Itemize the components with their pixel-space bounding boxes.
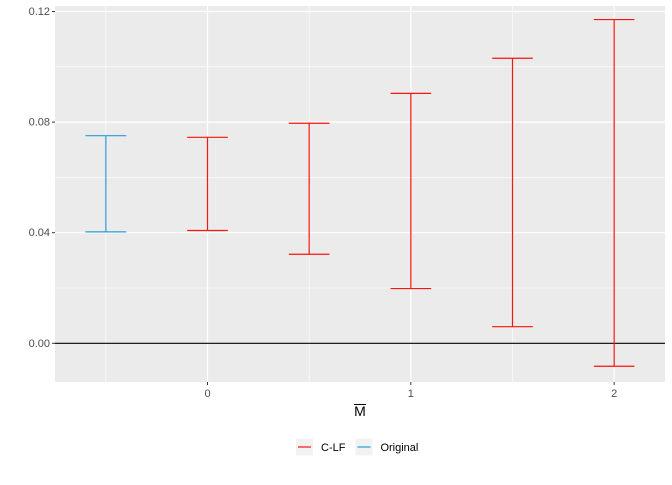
errorbar-original	[85, 135, 127, 233]
errorbar-c-lf	[593, 18, 635, 367]
y-tick-label: 0.08	[29, 117, 50, 129]
y-axis: 0.00 0.04 0.08 0.12	[29, 6, 55, 350]
x-tick-label: 2	[611, 388, 617, 400]
x-axis-title: M	[354, 403, 366, 419]
errorbar-c-lf	[390, 92, 432, 290]
legend-item-c-lf: C-LF	[296, 438, 346, 456]
legend: C-LF Original	[296, 438, 418, 456]
y-tick-label: 0.00	[29, 338, 50, 350]
legend-item-original: Original	[355, 438, 418, 456]
legend-label: C-LF	[321, 442, 346, 454]
errorbar-c-lf	[187, 136, 228, 232]
x-tick-label: 0	[204, 388, 210, 400]
x-axis-label: M	[354, 403, 366, 419]
errorbar-c-lf	[492, 57, 533, 328]
error-bars	[85, 18, 635, 367]
legend-label: Original	[380, 442, 418, 454]
x-tick-label: 1	[408, 388, 414, 400]
y-tick-label: 0.12	[29, 6, 50, 18]
x-axis: 0 1 2	[204, 382, 617, 400]
y-tick-label: 0.04	[29, 227, 50, 239]
errorbar-c-lf	[288, 122, 330, 255]
panel-background	[55, 6, 665, 382]
